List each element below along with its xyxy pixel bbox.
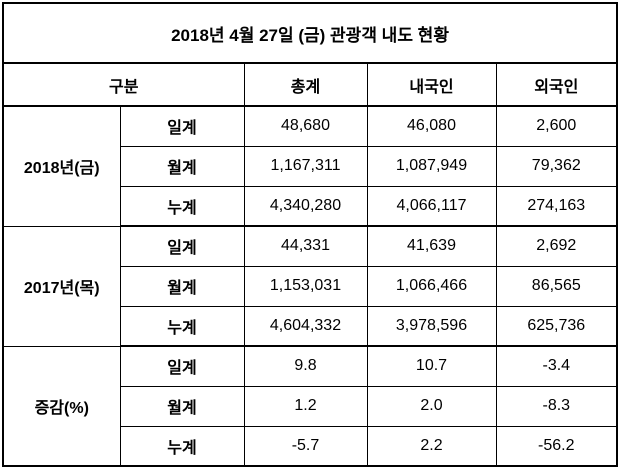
table-row: 누계 4,340,280 4,066,117 274,163 bbox=[3, 185, 618, 227]
group-label-change: 증감(%) bbox=[2, 345, 121, 467]
value-cell: 79,362 bbox=[495, 145, 618, 187]
table-row: 2017년(목) 일계 44,331 41,639 2,692 bbox=[2, 225, 618, 347]
table-row: 월계 1,167,311 1,087,949 79,362 bbox=[3, 145, 618, 187]
row-label-monthly: 월계 bbox=[119, 385, 245, 427]
row-label-daily: 일계 bbox=[119, 345, 245, 387]
value-cell: 1,153,031 bbox=[243, 265, 368, 307]
header-row: 구분 총계 내국인 외국인 bbox=[2, 62, 618, 107]
value-cell: 9.8 bbox=[243, 345, 368, 387]
group-label-2017: 2017년(목) bbox=[2, 225, 121, 347]
value-cell: 2.0 bbox=[366, 385, 497, 427]
table-row: 증감(%) 일계 9.8 10.7 -3.4 bbox=[2, 345, 618, 467]
col-header-category: 구분 bbox=[2, 62, 245, 107]
value-cell: 1,167,311 bbox=[243, 145, 368, 187]
value-cell: -3.4 bbox=[495, 345, 618, 387]
value-cell: 86,565 bbox=[495, 265, 618, 307]
value-cell: 3,978,596 bbox=[366, 305, 497, 347]
col-header-foreign: 외국인 bbox=[495, 62, 618, 107]
value-cell: 4,604,332 bbox=[243, 305, 368, 347]
value-cell: 1,087,949 bbox=[366, 145, 497, 187]
row-label-cumulative: 누계 bbox=[119, 305, 245, 347]
value-cell: 4,066,117 bbox=[366, 185, 497, 227]
table-row: 2018년(금) 일계 48,680 46,080 2,600 bbox=[2, 105, 618, 227]
value-cell: 2.2 bbox=[366, 425, 497, 467]
row-label-cumulative: 누계 bbox=[119, 185, 245, 227]
row-label-monthly: 월계 bbox=[119, 145, 245, 187]
value-cell: 625,736 bbox=[495, 305, 618, 347]
value-cell: 2,692 bbox=[495, 225, 618, 267]
value-cell: 44,331 bbox=[243, 225, 368, 267]
value-cell: 48,680 bbox=[243, 105, 368, 147]
group-label-2018: 2018년(금) bbox=[2, 105, 121, 227]
row-label-cumulative: 누계 bbox=[119, 425, 245, 467]
table-row: 월계 1.2 2.0 -8.3 bbox=[3, 385, 618, 427]
value-cell: -5.7 bbox=[243, 425, 368, 467]
table-row: 누계 4,604,332 3,978,596 625,736 bbox=[3, 305, 618, 347]
value-cell: -8.3 bbox=[495, 385, 618, 427]
value-cell: 2,600 bbox=[495, 105, 618, 147]
col-header-total: 총계 bbox=[243, 62, 368, 107]
value-cell: -56.2 bbox=[495, 425, 618, 467]
title-row: 2018년 4월 27일 (금) 관광객 내도 현황 bbox=[2, 2, 618, 64]
table-title: 2018년 4월 27일 (금) 관광객 내도 현황 bbox=[2, 2, 618, 64]
value-cell: 46,080 bbox=[366, 105, 497, 147]
value-cell: 41,639 bbox=[366, 225, 497, 267]
table-row: 누계 -5.7 2.2 -56.2 bbox=[3, 425, 618, 467]
value-cell: 1.2 bbox=[243, 385, 368, 427]
row-label-monthly: 월계 bbox=[119, 265, 245, 307]
value-cell: 10.7 bbox=[366, 345, 497, 387]
value-cell: 4,340,280 bbox=[243, 185, 368, 227]
col-header-domestic: 내국인 bbox=[366, 62, 497, 107]
row-label-daily: 일계 bbox=[119, 225, 245, 267]
row-label-daily: 일계 bbox=[119, 105, 245, 147]
value-cell: 274,163 bbox=[495, 185, 618, 227]
table-row: 월계 1,153,031 1,066,466 86,565 bbox=[3, 265, 618, 307]
value-cell: 1,066,466 bbox=[366, 265, 497, 307]
